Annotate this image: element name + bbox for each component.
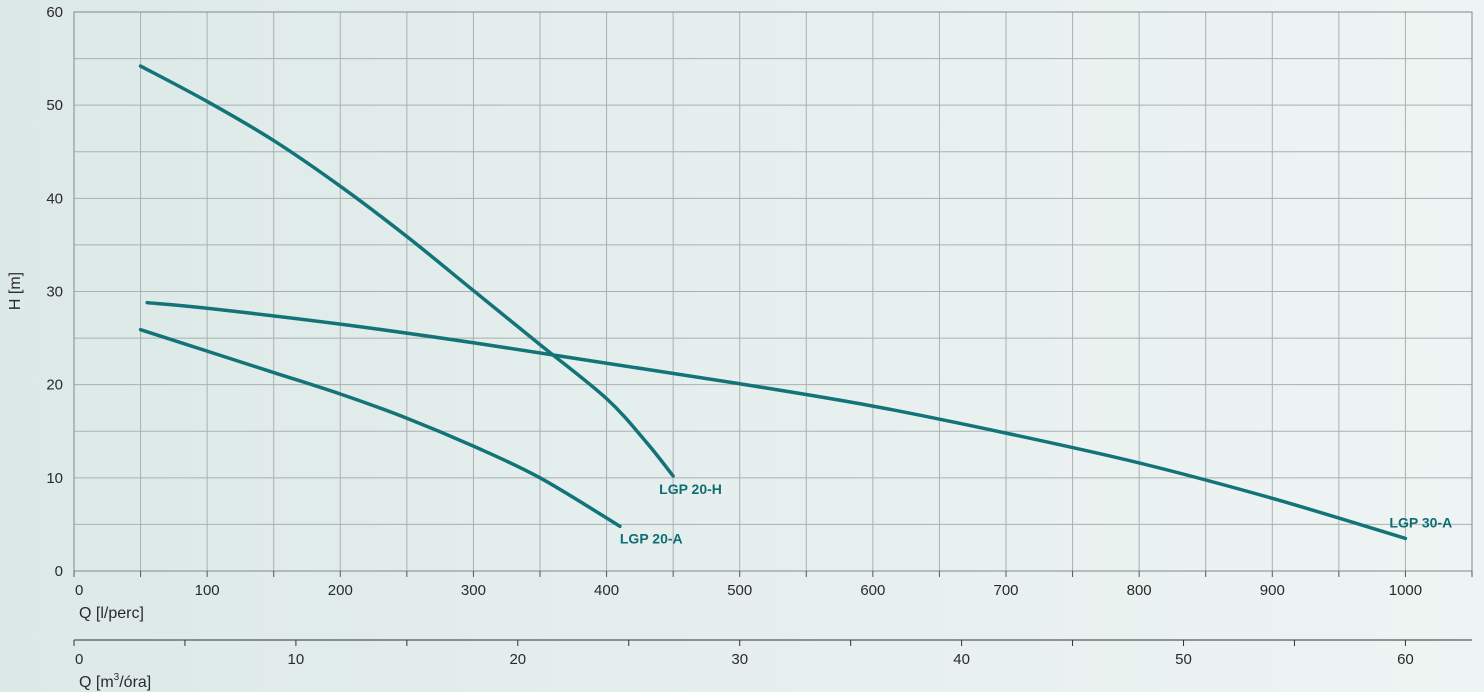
secondary-x-tick-label: 50 [1175, 651, 1192, 668]
secondary-x-tick-label: 30 [731, 651, 748, 668]
x-tick-label: 400 [594, 582, 619, 599]
x-axis-title: Q [l/perc] [79, 605, 144, 622]
x-tick-label: 900 [1260, 582, 1285, 599]
secondary-x-axis-title-prefix: Q [m [79, 674, 114, 691]
secondary-x-tick-label: 0 [75, 651, 83, 668]
plot-border [73, 11, 1473, 572]
secondary-x-tick-label: 40 [953, 651, 970, 668]
y-tick-label: 60 [46, 4, 63, 21]
y-axis-title: H [m] [7, 272, 24, 310]
x-tick-label: 1000 [1389, 582, 1422, 599]
x-tick-label: 100 [195, 582, 220, 599]
series-label-lgp-20-h: LGP 20-H [659, 481, 722, 497]
y-tick-label: 20 [46, 377, 63, 394]
x-tick-label: 200 [328, 582, 353, 599]
x-tick-label: 0 [75, 582, 83, 599]
x-tick-label: 300 [461, 582, 486, 599]
y-tick-label: 40 [46, 190, 63, 207]
secondary-x-tick-label: 10 [288, 651, 305, 668]
x-tick-label: 600 [860, 582, 885, 599]
secondary-x-tick-label: 20 [509, 651, 526, 668]
series-line-lgp-20-a [138, 327, 622, 529]
secondary-x-axis-title: Q [m3/óra] [79, 672, 151, 691]
series-label-lgp-20-a: LGP 20-A [620, 530, 683, 546]
x-tick-label: 700 [993, 582, 1018, 599]
y-tick-label: 0 [55, 563, 63, 580]
secondary-x-axis-title-sup: 3 [114, 672, 120, 683]
x-tick-label: 800 [1127, 582, 1152, 599]
secondary-x-axis-title-suffix: /óra] [119, 674, 151, 691]
y-tick-label: 10 [46, 470, 63, 487]
secondary-x-tick-label: 60 [1397, 651, 1414, 668]
y-tick-label: 50 [46, 97, 63, 114]
y-tick-label: 30 [46, 284, 63, 301]
series-line-lgp-30-a [145, 300, 1408, 541]
series-label-lgp-30-a: LGP 30-A [1389, 514, 1452, 530]
x-tick-label: 500 [727, 582, 752, 599]
series-line-lgp-20-h [138, 64, 675, 478]
